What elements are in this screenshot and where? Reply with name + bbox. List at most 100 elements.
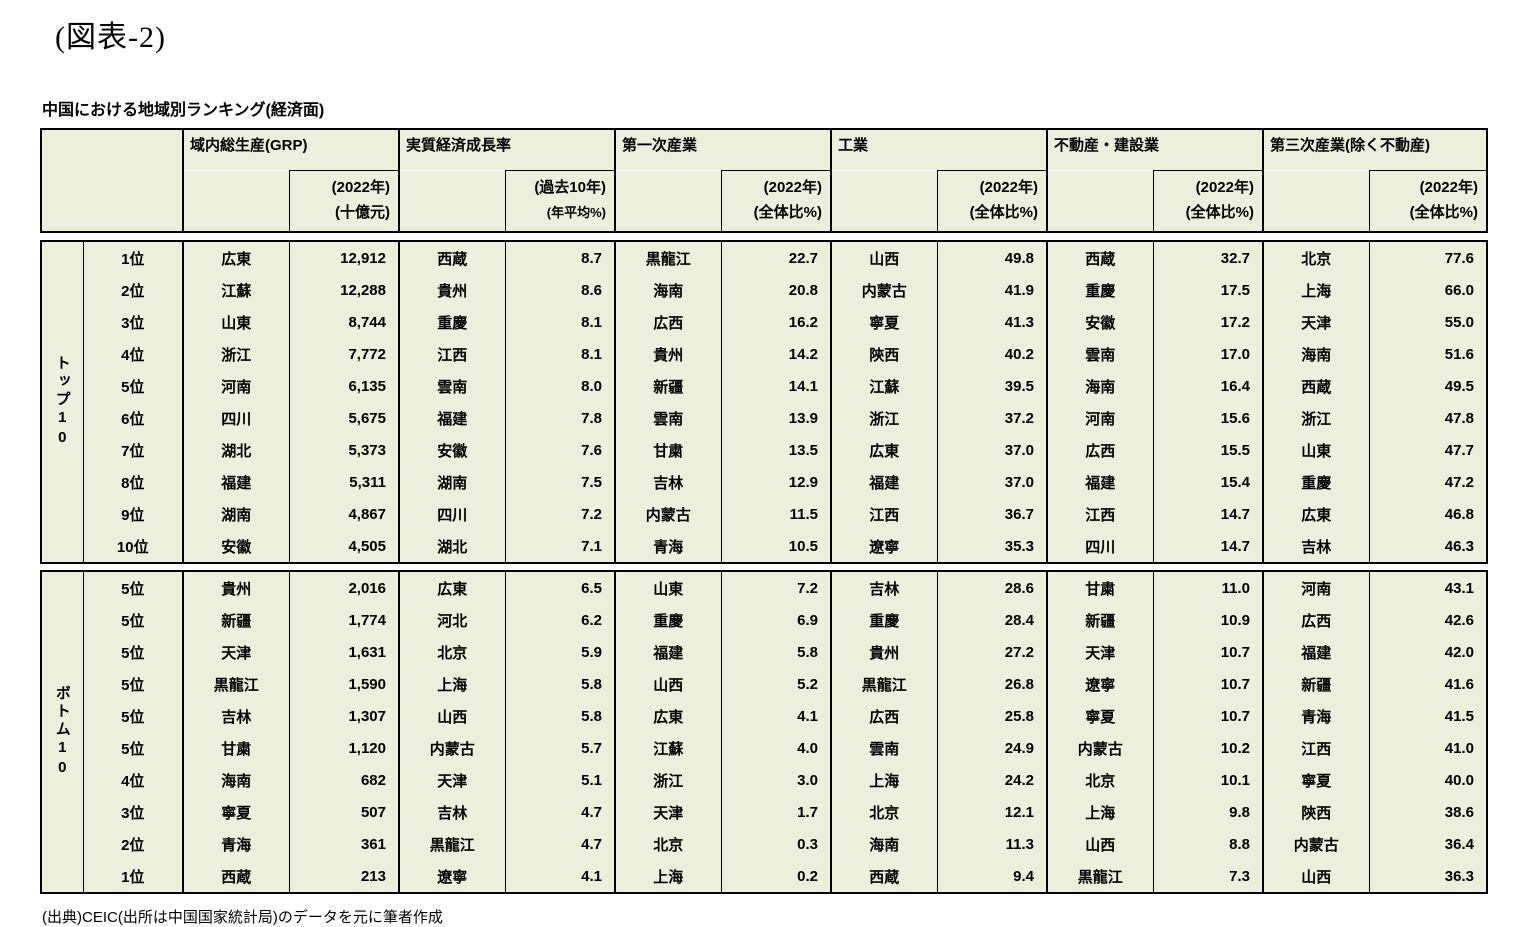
region-cell: 北京 xyxy=(830,796,938,828)
region-cell: 海南 xyxy=(830,828,938,860)
value-cell: 5.1 xyxy=(505,764,615,796)
subheader-growth: (過去10年) (年平均%) xyxy=(504,170,615,232)
region-cell: 黒龍江 xyxy=(1046,860,1154,893)
region-cell: 福建 xyxy=(182,466,290,498)
region-cell: 貴州 xyxy=(830,636,938,668)
value-cell: 8.8 xyxy=(1153,828,1263,860)
region-cell: 黒龍江 xyxy=(398,828,506,860)
value-cell: 8.7 xyxy=(505,241,615,274)
table-row: 4位 浙江 7,772 江西 8.1 貴州 14.2 陝西 40.2 雲南 17.0 海南 51.6 xyxy=(41,338,1487,370)
region-cell: 湖北 xyxy=(182,434,290,466)
table-row: トップ10 1位 広東 12,912 西蔵 8.7 黒龍江 22.7 山西 49.8 西蔵 32.7 北… xyxy=(41,241,1487,563)
value-cell: 7.2 xyxy=(505,498,615,530)
value-cell: 8.1 xyxy=(505,338,615,370)
value-cell: 11.5 xyxy=(721,498,831,530)
value-cell: 4,505 xyxy=(289,530,399,563)
subheader-line1: (2022年) xyxy=(763,179,822,196)
rank-cell: 5位 xyxy=(83,668,184,700)
subheader-industry: (2022年) (全体比%) xyxy=(936,170,1047,232)
region-cell: 吉林 xyxy=(614,466,722,498)
region-cell: 福建 xyxy=(1046,466,1154,498)
value-cell: 41.0 xyxy=(1369,732,1487,764)
value-cell: 40.0 xyxy=(1369,764,1487,796)
subheader-line2: (十億元) xyxy=(335,204,390,221)
region-cell: 雲南 xyxy=(1046,338,1154,370)
value-cell: 1,307 xyxy=(289,700,399,732)
group-label-growth: 実質経済成長率 xyxy=(398,129,615,171)
value-cell: 9.4 xyxy=(937,860,1047,893)
rank-cell: 5位 xyxy=(83,636,184,668)
region-cell: 内蒙古 xyxy=(614,498,722,530)
region-cell: 陝西 xyxy=(830,338,938,370)
rank-cell: 8位 xyxy=(83,466,184,498)
value-cell: 5.9 xyxy=(505,636,615,668)
corner-cell xyxy=(41,129,184,232)
region-cell: 山西 xyxy=(830,241,938,274)
region-cell: 天津 xyxy=(1262,306,1370,338)
region-cell: 貴州 xyxy=(182,571,290,604)
rank-cell: 2位 xyxy=(83,828,184,860)
region-cell: 雲南 xyxy=(398,370,506,402)
group-label-grp: 域内総生産(GRP) xyxy=(182,129,399,171)
region-cell: 西蔵 xyxy=(1262,370,1370,402)
region-cell: 山西 xyxy=(1046,828,1154,860)
region-cell: 上海 xyxy=(830,764,938,796)
top10-table: トップ10 1位 広東 12,912 西蔵 8.7 黒龍江 22.7 山西 49.8 西蔵 32.7 北… xyxy=(40,240,1488,564)
value-cell: 213 xyxy=(289,860,399,893)
region-cell: 広東 xyxy=(398,571,506,604)
value-cell: 13.5 xyxy=(721,434,831,466)
table-row: 10位 安徽 4,505 湖北 7.1 青海 10.5 遼寧 35.3 四川 14.7 吉林 46.3 xyxy=(41,530,1487,563)
value-cell: 47.7 xyxy=(1369,434,1487,466)
value-cell: 28.6 xyxy=(937,571,1047,604)
region-cell: 青海 xyxy=(1262,700,1370,732)
rank-cell: 5位 xyxy=(83,604,184,636)
region-cell: 吉林 xyxy=(830,571,938,604)
value-cell: 37.2 xyxy=(937,402,1047,434)
table-row: 2位 青海 361 黒龍江 4.7 北京 0.3 海南 11.3 山西 8.8 内蒙古 36.4 xyxy=(41,828,1487,860)
region-cell: 甘粛 xyxy=(614,434,722,466)
table-row: ボトム10 5位 貴州 2,016 広東 6.5 山東 7.2 吉林 28.6 甘粛 11.0 河南 43… xyxy=(41,571,1487,893)
table-row: 5位 甘粛 1,120 内蒙古 5.7 江蘇 4.0 雲南 24.9 内蒙古 10.2 江西 41.0 xyxy=(41,732,1487,764)
region-cell: 山東 xyxy=(182,306,290,338)
value-cell: 47.2 xyxy=(1369,466,1487,498)
block-label: ボトム10 xyxy=(41,571,84,893)
value-cell: 13.9 xyxy=(721,402,831,434)
region-cell: 遼寧 xyxy=(830,530,938,563)
value-cell: 1,631 xyxy=(289,636,399,668)
region-cell: 雲南 xyxy=(830,732,938,764)
region-cell: 西蔵 xyxy=(1046,241,1154,274)
region-cell: 四川 xyxy=(182,402,290,434)
region-cell: 寧夏 xyxy=(1262,764,1370,796)
value-cell: 15.6 xyxy=(1153,402,1263,434)
value-cell: 14.7 xyxy=(1153,530,1263,563)
value-cell: 7.6 xyxy=(505,434,615,466)
region-cell: 広東 xyxy=(614,700,722,732)
value-cell: 41.3 xyxy=(937,306,1047,338)
value-cell: 38.6 xyxy=(1369,796,1487,828)
region-cell: 江西 xyxy=(1262,732,1370,764)
region-cell: 広東 xyxy=(182,241,290,274)
rank-cell: 1位 xyxy=(83,860,184,893)
value-cell: 8.6 xyxy=(505,274,615,306)
region-cell: 福建 xyxy=(614,636,722,668)
region-cell: 北京 xyxy=(1046,764,1154,796)
region-cell: 湖南 xyxy=(398,466,506,498)
group-label-realestate: 不動産・建設業 xyxy=(1046,129,1263,171)
region-cell: 黒龍江 xyxy=(614,241,722,274)
value-cell: 6,135 xyxy=(289,370,399,402)
region-cell: 新疆 xyxy=(182,604,290,636)
value-cell: 5.7 xyxy=(505,732,615,764)
region-cell: 内蒙古 xyxy=(1262,828,1370,860)
region-cell: 河南 xyxy=(1046,402,1154,434)
value-cell: 4.7 xyxy=(505,828,615,860)
value-cell: 5,675 xyxy=(289,402,399,434)
region-cell: 重慶 xyxy=(398,306,506,338)
region-cell: 北京 xyxy=(1262,241,1370,274)
value-cell: 7.3 xyxy=(1153,860,1263,893)
value-cell: 4.1 xyxy=(721,700,831,732)
group-label-tertiary: 第三次産業(除く不動産) xyxy=(1262,129,1487,171)
value-cell: 10.2 xyxy=(1153,732,1263,764)
region-cell: 天津 xyxy=(398,764,506,796)
subheader-line2: (年平均%) xyxy=(546,205,606,220)
value-cell: 39.5 xyxy=(937,370,1047,402)
